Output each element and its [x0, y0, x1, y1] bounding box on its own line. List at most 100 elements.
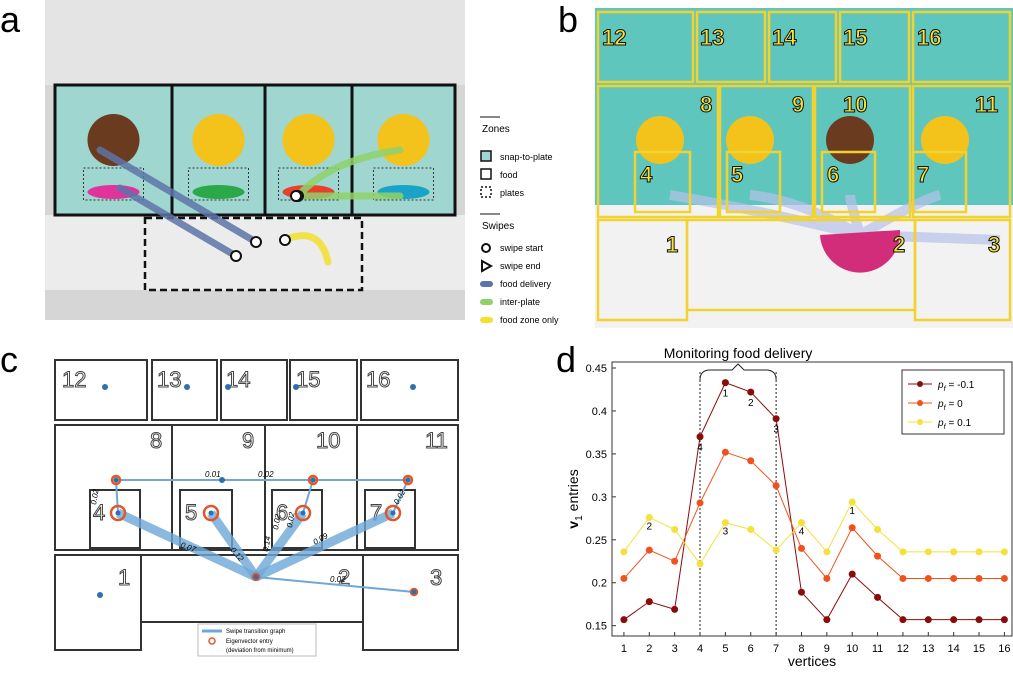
x-tick-label: 16 [998, 643, 1010, 655]
zone-number: 8 [700, 92, 712, 117]
data-point [798, 589, 805, 596]
table [45, 215, 465, 290]
y-tick-label: 0.15 [586, 621, 607, 633]
legend-heading: Swipes [482, 221, 514, 232]
zone-number: 4 [640, 162, 653, 187]
data-point [849, 571, 856, 578]
zone-number: 13 [700, 25, 724, 50]
x-axis-label: vertices [788, 653, 836, 669]
data-point [950, 616, 957, 623]
data-point [722, 519, 729, 526]
x-tick-label: 7 [773, 643, 779, 655]
data-point [899, 548, 906, 555]
y-label-main: v [565, 521, 581, 529]
zone-number: 15 [296, 367, 320, 392]
legend-text: food delivery [500, 279, 552, 289]
zone-number: 16 [917, 25, 941, 50]
zone-number: 12 [62, 367, 86, 392]
x-tick-label: 13 [922, 643, 934, 655]
data-point [925, 616, 932, 623]
panel-letter: b [558, 0, 578, 40]
legend-text: Swipe transition graph [226, 629, 285, 635]
vertex [412, 590, 417, 595]
legend-text: swipe end [500, 261, 541, 271]
data-point [950, 548, 957, 555]
vertex [116, 511, 121, 516]
y-label-rest: entries [565, 469, 581, 511]
legend-swatch [480, 299, 493, 305]
zone-number: 13 [157, 367, 181, 392]
data-point [697, 499, 704, 506]
legend-swatch [917, 400, 923, 406]
data-point [976, 548, 983, 555]
edge-label: 0.02 [258, 470, 274, 479]
zone-number: 8 [150, 428, 162, 453]
zone-number: 16 [366, 367, 390, 392]
child-face [636, 116, 684, 164]
legend-swatch [917, 419, 923, 425]
data-point [1001, 616, 1008, 623]
y-tick-label: 0.25 [586, 535, 607, 547]
swipe-start [280, 235, 290, 245]
zone-number: 6 [827, 162, 839, 187]
panel-letter: a [0, 0, 21, 40]
data-point [823, 575, 830, 582]
x-tick-label: 3 [672, 643, 678, 655]
x-tick-label: 2 [646, 643, 652, 655]
zone-number: 11 [975, 92, 998, 117]
y-tick-label: 0.4 [592, 406, 607, 418]
x-tick-label: 11 [872, 643, 883, 655]
data-point [773, 482, 780, 489]
zone-number: 10 [316, 428, 340, 453]
data-point [697, 560, 704, 567]
data-point [620, 616, 627, 623]
vertex [293, 384, 299, 390]
legend-name: = -0.1 [949, 380, 975, 391]
series-line [624, 502, 1004, 564]
data-point [950, 575, 957, 582]
legend-name: = 0 [949, 399, 964, 410]
data-point [874, 526, 881, 533]
panel-letter: c [0, 339, 18, 380]
data-point [798, 519, 805, 526]
data-point [646, 547, 653, 554]
zone-number: 10 [843, 92, 867, 117]
vertex [209, 511, 214, 516]
x-tick-label: 4 [697, 643, 703, 655]
y-tick-label: 0.45 [586, 363, 607, 375]
point-label: 1 [849, 506, 855, 517]
data-point [620, 548, 627, 555]
point-label: 3 [773, 425, 779, 436]
y-tick-label: 0.3 [592, 492, 607, 504]
x-tick-label: 15 [973, 643, 985, 655]
legend-swatch [482, 261, 491, 271]
data-point [773, 415, 780, 422]
data-point [976, 616, 983, 623]
data-point [671, 558, 678, 565]
zone-number: 11 [425, 428, 448, 453]
data-point [849, 524, 856, 531]
zone-number: 15 [843, 25, 867, 50]
data-point [620, 575, 627, 582]
data-point [671, 606, 678, 613]
zone-number: 3 [430, 565, 442, 590]
x-tick-label: 14 [948, 643, 960, 655]
data-point [747, 389, 754, 396]
data-point [823, 616, 830, 623]
edge-label: 0.01 [205, 470, 221, 479]
zone-number: 5 [185, 500, 197, 525]
data-point [671, 526, 678, 533]
data-point [976, 575, 983, 582]
data-point [722, 379, 729, 386]
vertex [406, 478, 411, 483]
y-label-sub: 1 [574, 515, 585, 521]
data-point [1001, 575, 1008, 582]
zone-number: 1 [118, 565, 130, 590]
x-tick-label: 1 [621, 643, 627, 655]
x-tick-label: 10 [846, 643, 858, 655]
data-point [1001, 548, 1008, 555]
vertex [184, 384, 190, 390]
x-tick-label: 12 [897, 643, 909, 655]
point-label: 3 [723, 527, 729, 538]
figure: abcdZonessnap-to-platefoodplatesSwipessw… [0, 0, 1013, 669]
